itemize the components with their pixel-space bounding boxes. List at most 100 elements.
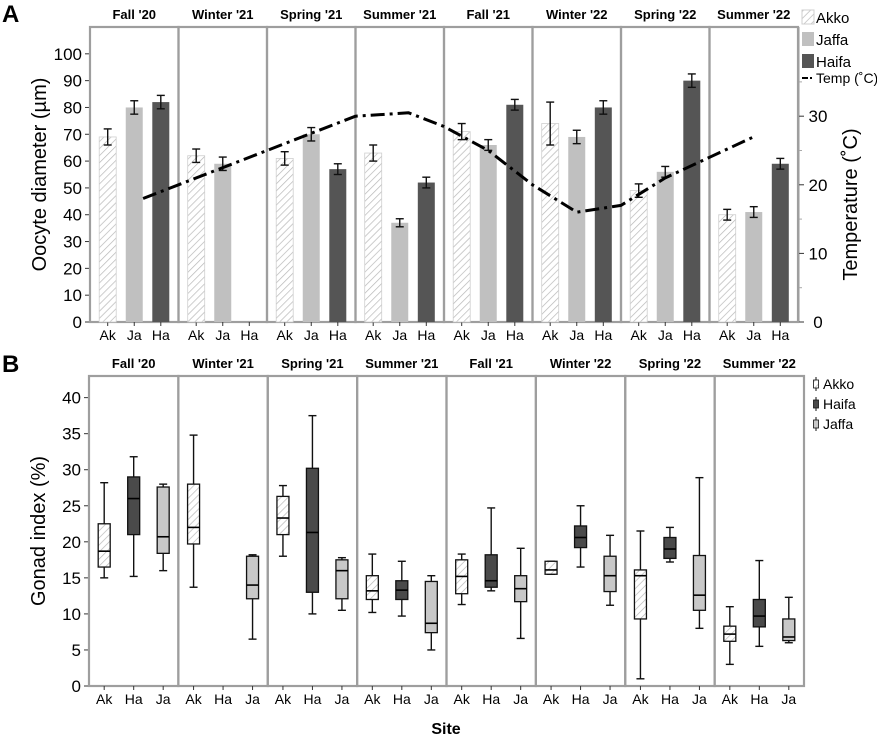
- bar-akko-winter-22: [541, 123, 560, 323]
- season-label-spring-21: Spring '21: [280, 7, 342, 22]
- x-tick-label-ak: Ak: [188, 327, 205, 343]
- box-jaffa-summer-21: [424, 574, 438, 651]
- y-tick-label: 40: [62, 389, 81, 408]
- x-tick-label-ha: Ha: [771, 327, 789, 343]
- box-akko-summer-22: [723, 605, 737, 666]
- y-tick-label: 80: [63, 98, 82, 117]
- x-tick-label-ha: Ha: [152, 327, 170, 343]
- legend-swatch-akko: [813, 379, 819, 389]
- box-iqr: [692, 554, 707, 611]
- box-iqr: [156, 486, 170, 554]
- box-iqr: [365, 575, 379, 601]
- x-tick-label-ja: Ja: [746, 327, 761, 343]
- x-tick-label-ja: Ja: [245, 691, 260, 707]
- box-haifa-fall-20: [127, 456, 141, 578]
- x-tick-label-ha: Ha: [572, 691, 590, 707]
- bar-jaffa-winter-22: [568, 136, 586, 322]
- bar-jaffa-summer-21: [391, 222, 409, 322]
- season-label-fall-21: Fall '21: [469, 356, 513, 371]
- bar-akko-fall-20: [98, 136, 117, 323]
- season-label-spring-22: Spring '22: [634, 7, 696, 22]
- x-tick-label-ak: Ak: [722, 691, 739, 707]
- y-tick-label: 30: [62, 461, 81, 480]
- legend-label-haifa: Haifa: [816, 54, 852, 71]
- legend-label-akko: Akko: [816, 10, 849, 27]
- bar-haifa-summer-21: [417, 182, 435, 322]
- x-tick-label-ak: Ak: [365, 327, 382, 343]
- box-iqr: [603, 555, 617, 593]
- bar-haifa-summer-22: [771, 163, 789, 322]
- season-label-summer-22: Summer '22: [717, 7, 790, 22]
- box-iqr: [335, 559, 349, 600]
- season-label-summer-22: Summer '22: [723, 356, 796, 371]
- x-tick-label-ak: Ak: [185, 691, 202, 707]
- season-label-fall-20: Fall '20: [112, 7, 156, 22]
- x-tick-label-ha: Ha: [482, 691, 500, 707]
- box-haifa-fall-21: [484, 507, 498, 592]
- y-tick-label: 70: [63, 125, 82, 144]
- y-tick-label: 20: [63, 259, 82, 278]
- bar-akko-summer-21: [364, 152, 383, 323]
- x-axis-label: Site: [431, 721, 460, 738]
- x-tick-label-ha: Ha: [417, 327, 435, 343]
- box-haifa-summer-21: [395, 560, 409, 617]
- y-tick-label: 15: [62, 569, 81, 588]
- y-tick-label: 100: [54, 45, 82, 64]
- legend-swatch-jaffa: [813, 419, 819, 429]
- bar-haifa-spring-21: [329, 169, 347, 322]
- x-tick-label-ja: Ja: [424, 691, 439, 707]
- season-label-summer-21: Summer '21: [365, 356, 438, 371]
- season-label-spring-22: Spring '22: [639, 356, 701, 371]
- box-iqr: [186, 483, 201, 545]
- bar-haifa-spring-22: [683, 80, 701, 323]
- x-tick-label-ha: Ha: [683, 327, 701, 343]
- y2-tick-label: 0: [813, 313, 822, 332]
- bar-jaffa-spring-22: [656, 171, 674, 322]
- x-tick-label-ak: Ak: [719, 327, 736, 343]
- y-tick-label: 20: [62, 533, 81, 552]
- box-akko-fall-20: [97, 481, 111, 579]
- x-tick-label-ha: Ha: [594, 327, 612, 343]
- bar-jaffa-summer-22: [745, 212, 763, 322]
- y-tick-label: 10: [62, 605, 81, 624]
- season-label-winter-21: Winter '21: [192, 356, 254, 371]
- x-tick-label-ja: Ja: [304, 327, 319, 343]
- y-tick-label: 40: [63, 206, 82, 225]
- season-label-winter-21: Winter '21: [192, 7, 254, 22]
- legend-swatch-haifa: [813, 399, 819, 409]
- x-tick-label-ak: Ak: [543, 691, 560, 707]
- season-panel-summer-21: [356, 374, 448, 688]
- season-label-summer-21: Summer '21: [363, 7, 436, 22]
- y2-tick-label: 20: [809, 176, 828, 195]
- box-iqr: [97, 523, 111, 568]
- box-iqr: [484, 554, 498, 588]
- legend-label-jaffa: Jaffa: [816, 32, 849, 49]
- y-tick-label: 5: [72, 641, 81, 660]
- box-iqr: [633, 569, 648, 620]
- legend-label-akko: Akko: [823, 376, 854, 392]
- y-tick-label: 60: [63, 152, 82, 171]
- x-tick-label-ha: Ha: [750, 691, 768, 707]
- box-iqr: [782, 618, 796, 642]
- x-tick-label-ja: Ja: [215, 327, 230, 343]
- panel-b-box-chart: 0 5 10 15 20 25 30 35 40 Gonad index (%) Site Fall …: [28, 356, 856, 738]
- y-axis-label: Gonad index (%): [28, 456, 50, 606]
- x-tick-label-ak: Ak: [454, 691, 471, 707]
- season-label-winter-22: Winter '22: [550, 356, 612, 371]
- season-label-spring-21: Spring '21: [281, 356, 343, 371]
- y-tick-label: 25: [62, 497, 81, 516]
- legend-swatch-akko: [801, 9, 815, 25]
- box-jaffa-spring-21: [335, 556, 349, 612]
- box-haifa-summer-22: [752, 559, 766, 648]
- box-akko-winter-21: [186, 434, 201, 588]
- box-akko-winter-22: [544, 560, 558, 575]
- y-tick-label: 10: [63, 286, 82, 305]
- box-haifa-spring-21: [305, 414, 320, 615]
- bar-akko-winter-21: [187, 155, 206, 323]
- box-iqr: [127, 476, 141, 536]
- x-tick-label-ja: Ja: [658, 327, 673, 343]
- box-iqr: [663, 536, 677, 560]
- y2-tick-label: 10: [809, 244, 828, 263]
